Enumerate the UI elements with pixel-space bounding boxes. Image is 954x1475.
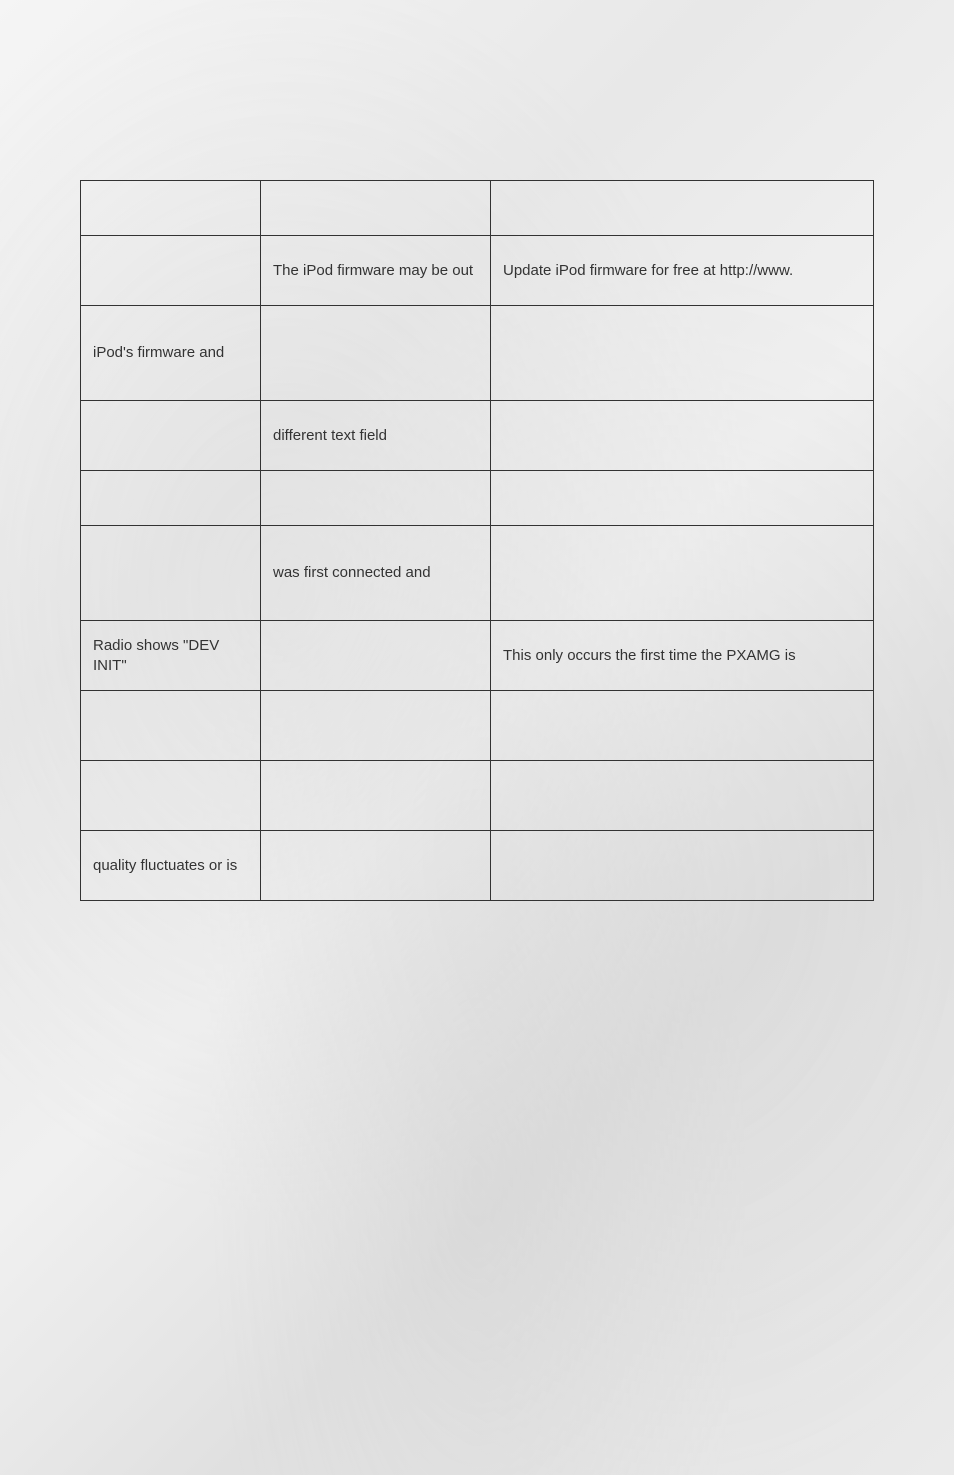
table-row: quality fluctuates or is bbox=[81, 831, 874, 901]
cell-text bbox=[491, 422, 873, 450]
cell-text: Radio shows "DEV INIT" bbox=[81, 622, 260, 689]
table-cell: was first connected and bbox=[261, 526, 491, 621]
cell-text bbox=[81, 559, 260, 587]
table-body: The iPod firmware may be out Update iPod… bbox=[81, 181, 874, 901]
table-cell bbox=[491, 526, 874, 621]
cell-text bbox=[261, 642, 490, 670]
cell-text bbox=[81, 257, 260, 285]
table-row: was first connected and bbox=[81, 526, 874, 621]
table-cell bbox=[81, 691, 261, 761]
cell-text bbox=[81, 194, 260, 222]
table-cell bbox=[81, 761, 261, 831]
table-cell bbox=[81, 471, 261, 526]
table-cell bbox=[261, 831, 491, 901]
table-cell bbox=[81, 236, 261, 306]
cell-text bbox=[491, 782, 873, 810]
cell-text bbox=[81, 782, 260, 810]
cell-text: iPod's firmware and bbox=[81, 329, 260, 377]
cell-text bbox=[491, 339, 873, 367]
table-row bbox=[81, 471, 874, 526]
table-cell: iPod's firmware and bbox=[81, 306, 261, 401]
table-cell bbox=[491, 306, 874, 401]
cell-text: was first connected and bbox=[261, 549, 490, 597]
table-cell: Update iPod firmware for free at http://… bbox=[491, 236, 874, 306]
table-cell: different text field bbox=[261, 401, 491, 471]
cell-text bbox=[261, 484, 490, 512]
cell-text: quality fluctuates or is bbox=[81, 842, 260, 890]
table-cell bbox=[261, 621, 491, 691]
table-cell bbox=[261, 306, 491, 401]
cell-text: Update iPod firmware for free at http://… bbox=[491, 247, 873, 295]
cell-text bbox=[491, 852, 873, 880]
cell-text bbox=[261, 782, 490, 810]
table-cell bbox=[491, 181, 874, 236]
cell-text: This only occurs the first time the PXAM… bbox=[491, 632, 873, 680]
table-row: different text field bbox=[81, 401, 874, 471]
table-row: Radio shows "DEV INIT" This only occurs … bbox=[81, 621, 874, 691]
page-content: The iPod firmware may be out Update iPod… bbox=[0, 0, 954, 901]
cell-text bbox=[81, 422, 260, 450]
cell-text: The iPod firmware may be out bbox=[261, 247, 490, 295]
table-row: The iPod firmware may be out Update iPod… bbox=[81, 236, 874, 306]
table-cell bbox=[261, 761, 491, 831]
cell-text bbox=[81, 484, 260, 512]
table-row: iPod's firmware and bbox=[81, 306, 874, 401]
table-row bbox=[81, 691, 874, 761]
table-cell: This only occurs the first time the PXAM… bbox=[491, 621, 874, 691]
cell-text bbox=[261, 712, 490, 740]
table-cell bbox=[81, 526, 261, 621]
table-cell bbox=[491, 761, 874, 831]
table-cell: quality fluctuates or is bbox=[81, 831, 261, 901]
cell-text bbox=[491, 712, 873, 740]
table-cell bbox=[81, 401, 261, 471]
cell-text bbox=[491, 559, 873, 587]
table-row bbox=[81, 181, 874, 236]
table-row bbox=[81, 761, 874, 831]
table-cell bbox=[491, 691, 874, 761]
table-cell bbox=[261, 691, 491, 761]
cell-text bbox=[261, 339, 490, 367]
cell-text bbox=[81, 712, 260, 740]
table-cell: Radio shows "DEV INIT" bbox=[81, 621, 261, 691]
cell-text bbox=[261, 194, 490, 222]
troubleshooting-table: The iPod firmware may be out Update iPod… bbox=[80, 180, 874, 901]
table-cell bbox=[491, 401, 874, 471]
table-cell bbox=[261, 181, 491, 236]
table-cell bbox=[491, 831, 874, 901]
cell-text bbox=[261, 852, 490, 880]
table-cell bbox=[491, 471, 874, 526]
table-cell: The iPod firmware may be out bbox=[261, 236, 491, 306]
table-cell bbox=[81, 181, 261, 236]
cell-text bbox=[491, 194, 873, 222]
cell-text: different text field bbox=[261, 412, 490, 460]
cell-text bbox=[491, 484, 873, 512]
table-cell bbox=[261, 471, 491, 526]
